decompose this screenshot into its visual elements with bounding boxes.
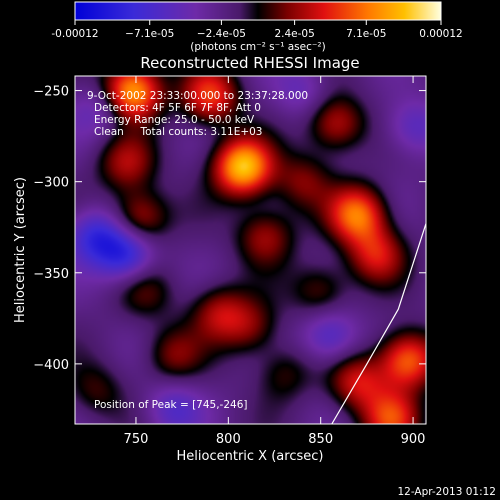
colorbar-tick-label: 2.4e-05 [274,28,314,40]
y-axis-label: Heliocentric Y (arcsec) [13,177,28,323]
plot-area: 750 800 850 900 −250 −300 −350 −400 9-Oct-2002 … [33,75,427,447]
heatmap-image [75,76,426,424]
y-tick-label: −400 [33,358,69,373]
colorbar-ticks: -0.00012 −7.1e-05 −2.4e-05 2.4e-05 7.1e-05 0.… [51,20,463,40]
x-tick-label: 900 [401,432,426,447]
colorbar-gradient [74,1,442,21]
annotation-detectors: Detectors: 4F 5F 6F 7F 8F, Att 0 [94,102,261,114]
annotation-total-counts: Clean Total counts: 3.11E+03 [94,126,263,138]
colorbar: -0.00012 −7.1e-05 −2.4e-05 2.4e-05 7.1e-05 0.… [51,1,463,53]
annotation-time-range: 9-Oct-2002 23:33:00.000 to 23:37:28.000 [87,90,308,102]
annotation-peak-position: Position of Peak = [745,-246] [94,399,248,411]
plot-frame [74,75,427,425]
chart-title: Reconstructed RHESSI Image [140,54,359,72]
colorbar-tick-label: -0.00012 [51,28,98,40]
y-tick-label: −350 [33,267,69,282]
colorbar-units-label: (photons cm⁻² s⁻¹ asec⁻²) [190,41,325,53]
y-tick-label: −300 [33,176,69,191]
colorbar-tick-label: −2.4e-05 [197,28,246,40]
x-axis-label: Heliocentric X (arcsec) [177,449,324,464]
axis-ticks: 750 800 850 900 −250 −300 −350 −400 [33,76,426,447]
timestamp: 12-Apr-2013 01:12 [397,486,496,498]
annotation-energy-range: Energy Range: 25.0 - 50.0 keV [94,114,255,126]
annotation-block: 9-Oct-2002 23:33:00.000 to 23:37:28.000 … [87,90,308,411]
x-tick-label: 750 [124,432,149,447]
y-tick-label: −250 [33,85,69,100]
x-tick-label: 800 [216,432,241,447]
colorbar-tick-label: 0.00012 [419,28,462,40]
x-tick-label: 850 [308,432,333,447]
solar-limb-curve [331,223,426,424]
colorbar-tick-label: 7.1e-05 [346,28,386,40]
colorbar-tick-label: −7.1e-05 [125,28,174,40]
